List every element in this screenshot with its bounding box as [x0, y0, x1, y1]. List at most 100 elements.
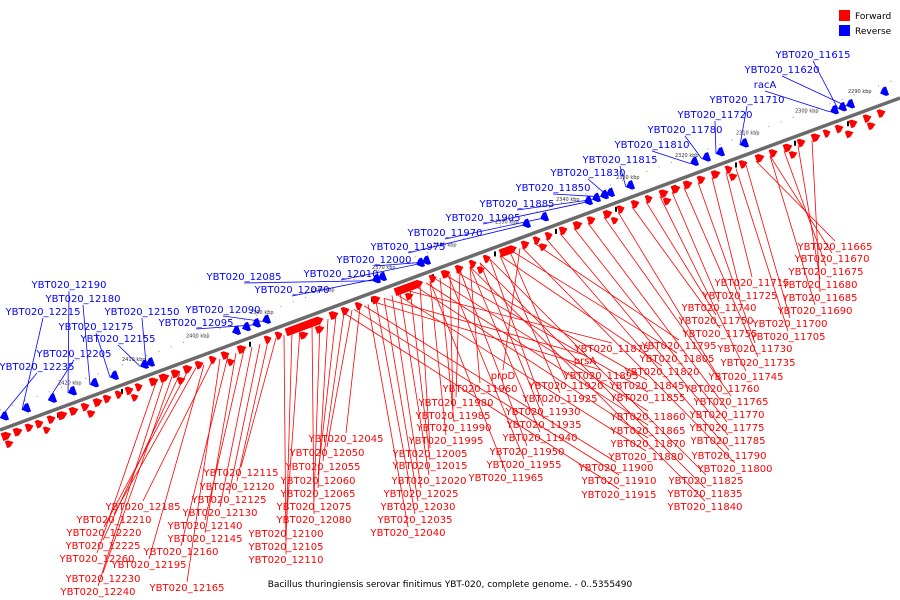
leader-line: [405, 289, 613, 344]
forward-gene-arrow: [34, 419, 44, 429]
leader-line: [425, 282, 649, 426]
scale-tick-mark: [847, 121, 849, 127]
scale-tick-label: 2420 kbp: [58, 381, 82, 387]
leader-line: [407, 225, 523, 254]
forward-gene-arrow: [12, 427, 23, 437]
forward-gene-label: YBT020_11775: [689, 423, 765, 434]
label-leader-lines: [0, 60, 847, 587]
forward-gene-label: YBT020_11670: [794, 254, 870, 265]
forward-gene-label: YBT020_12120: [199, 482, 275, 493]
leader-line: [479, 262, 706, 489]
forward-gene-arrow: [670, 184, 681, 194]
reverse-gene-arrow: [242, 321, 252, 332]
leader-line: [82, 304, 91, 385]
leader-line: [735, 168, 789, 332]
reverse-gene-arrow: [584, 195, 594, 206]
reverse-gene-arrow: [702, 152, 712, 162]
forward-gene-arrow: [616, 205, 625, 214]
forward-gene-arrow: [92, 398, 103, 408]
reverse-gene-arrow: [90, 377, 100, 388]
scale-tick-label: 2350 kbp: [495, 219, 519, 225]
leader-line: [21, 317, 44, 410]
reverse-gene-arrow: [592, 192, 602, 203]
forward-gene-label: YBT020_11920: [528, 381, 604, 392]
reverse-gene-arrow: [262, 314, 272, 324]
forward-gene-arrow: [124, 386, 134, 396]
leader-line: [479, 262, 545, 420]
forward-gene-label: YBT020_11760: [684, 384, 760, 395]
leader-line: [499, 255, 561, 394]
scale-tick-label: 2360 kbp: [433, 242, 457, 248]
forward-gene-label: prpD: [491, 371, 516, 382]
leader-line: [367, 304, 409, 528]
forward-gene-label: YBT020_11700: [752, 319, 828, 330]
leader-line: [322, 313, 345, 462]
forward-gene-label: YBT020_11795: [641, 341, 717, 352]
forward-gene-label: YBT020_11685: [782, 293, 858, 304]
forward-gene-label: YBT020_12160: [143, 547, 219, 558]
reverse-gene-label: YBT020_12085: [206, 272, 282, 283]
leader-line: [631, 206, 721, 329]
forward-gene-arrow: [866, 122, 876, 131]
reverse-gene-arrow: [600, 189, 610, 200]
leader-line: [499, 255, 663, 367]
legend-reverse-swatch: [839, 25, 850, 36]
forward-gene-label: YBT020_11790: [691, 451, 767, 462]
reverse-gene-arrow: [110, 370, 120, 380]
leader-line: [587, 222, 728, 410]
reverse-gene-arrow: [880, 86, 890, 96]
forward-gene-label: YBT020_11895: [563, 371, 639, 382]
forward-gene-label: YBT020_12230: [65, 574, 141, 585]
leader-line: [204, 349, 245, 521]
forward-gene-label: YBT020_11745: [708, 372, 784, 383]
leader-line: [142, 361, 213, 502]
reverse-gene-label: YBT020_12010: [303, 269, 379, 280]
forward-gene-arrow: [710, 170, 721, 180]
forward-gene-arrow: [532, 236, 541, 245]
forward-gene-arrow: [158, 373, 170, 383]
reverse-gene-label: YBT020_12190: [31, 280, 107, 291]
forward-gene-label: YBT020_11865: [610, 426, 686, 437]
leader-line: [797, 145, 821, 280]
leader-line: [459, 270, 528, 447]
forward-gene-label: YBT020_12240: [60, 587, 136, 598]
scale-tick-label: 2400 kbp: [186, 333, 210, 339]
leader-line: [769, 155, 816, 306]
forward-gene-label: YBT020_12110: [248, 555, 324, 566]
gene-labels: YBT020_11615 YBT020_11620 racA YBT020_11710…: [0, 50, 872, 598]
reverse-gene-label: YBT020_12235: [0, 362, 74, 373]
reverse-gene-arrow: [522, 218, 532, 229]
reverse-gene-label: YBT020_11780: [647, 125, 723, 136]
forward-gene-arrow: [220, 351, 230, 360]
forward-gene-arrow: [354, 301, 363, 311]
scale-tick-mark: [555, 228, 557, 234]
leader-line: [697, 182, 756, 344]
forward-gene-arrow: [274, 331, 283, 340]
leader-line: [117, 344, 141, 367]
forward-gene-arrow: [876, 109, 886, 118]
leader-line: [228, 344, 261, 495]
leader-line: [103, 370, 189, 528]
leader-line: [559, 233, 729, 436]
forward-gene-label: YBT020_12130: [182, 508, 258, 519]
leader-line: [222, 315, 263, 322]
forward-gene-label: YBT020_11835: [667, 489, 743, 500]
scale-tick-mark: [794, 140, 796, 146]
reverse-gene-arrow: [838, 101, 848, 112]
reverse-gene-arrow: [232, 325, 242, 335]
reverse-gene-arrow: [540, 211, 550, 222]
leader-line: [345, 307, 361, 434]
forward-gene-arrow: [834, 124, 844, 134]
forward-gene-label: YBT020_11870: [610, 439, 686, 450]
forward-gene-arrow: [208, 355, 217, 365]
leader-line: [651, 150, 691, 164]
forward-gene-label: YBT020_11800: [697, 464, 773, 475]
reverse-gene-arrow: [146, 357, 156, 367]
forward-gene-label: YBT020_11875: [574, 344, 650, 355]
forward-gene-arrow: [328, 311, 339, 321]
forward-gene-label: YBT020_12025: [383, 489, 459, 500]
forward-gene-arrow: [844, 130, 854, 139]
forward-gene-arrow: [728, 173, 738, 181]
leader-line: [769, 155, 833, 254]
forward-gene-label: YBT020_12185: [105, 502, 181, 513]
